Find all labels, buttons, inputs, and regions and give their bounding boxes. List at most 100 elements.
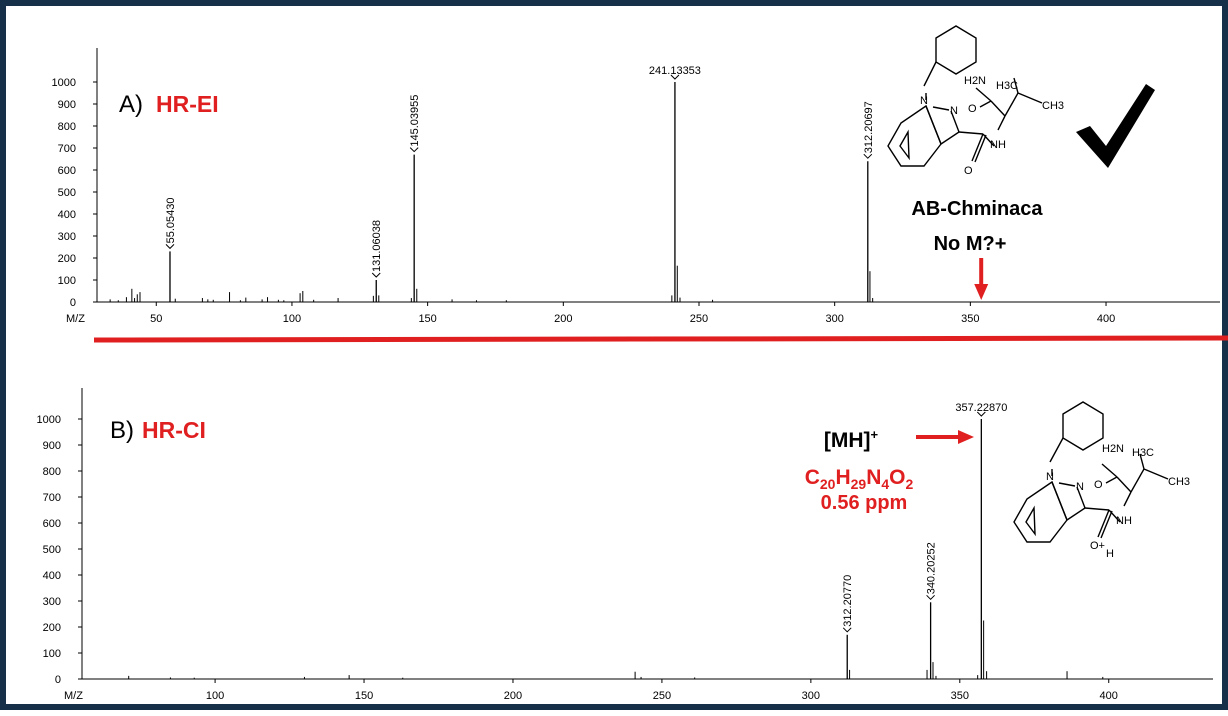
- panel-b-letter: B): [110, 417, 134, 444]
- struct-a-atom-ch3: CH3: [1042, 100, 1064, 112]
- x-tick-label: 350: [951, 690, 969, 702]
- struct-a-atom-o2: O: [964, 165, 973, 177]
- y-tick-label: 1000: [52, 77, 76, 89]
- struct-b-atom-nh: NH: [1116, 515, 1132, 527]
- formula-subscript: 29: [851, 476, 867, 492]
- formula-subscript: 20: [820, 476, 836, 492]
- peak-marker-icon: [976, 411, 986, 417]
- spectrum-a-peaks: 55.05430 131.06038 145.03955 241.13353 312.2…: [109, 65, 875, 302]
- mass-error: 0.56 ppm: [821, 492, 908, 514]
- arrow-head-icon: [974, 284, 989, 300]
- x-tick-label: 150: [355, 690, 373, 702]
- y-tick-label: 500: [43, 544, 61, 556]
- struct-a-atom-n1: N: [920, 95, 928, 107]
- x-tick-label: 350: [961, 313, 979, 325]
- checkmark-icon: [1076, 84, 1155, 168]
- y-tick-label: 200: [58, 253, 76, 265]
- spectrum-b: 0 100 200 300 400 500 600 700 800 900 1000 100 150 20…: [37, 388, 1213, 702]
- x-tick-label: 100: [283, 313, 301, 325]
- y-tick-label: 300: [43, 596, 61, 608]
- struct-b-atom-o1: O: [1094, 479, 1103, 491]
- struct-b-atom-n1: N: [1046, 471, 1054, 483]
- y-tick-label: 300: [58, 231, 76, 243]
- x-tick-label: 250: [690, 313, 708, 325]
- x-tick-label: 300: [802, 690, 820, 702]
- y-tick-label: 600: [58, 165, 76, 177]
- struct-a-atom-h2n: H2N: [964, 75, 986, 87]
- peak-marker-icon: [842, 627, 852, 633]
- peak-marker-icon: [165, 244, 175, 250]
- y-tick-label: 100: [43, 648, 61, 660]
- protonated-ab-chminaca-structure: [1013, 401, 1169, 543]
- y-tick-label: 900: [58, 99, 76, 111]
- mass-spectra-figure: 0 100 200 300 400 500 600 700 800 900 1000 50 100 150…: [37, 25, 1228, 702]
- x-tick-label: 200: [554, 313, 572, 325]
- spectrum-a-axes: 0 100 200 300 400 500 600 700 800 900 1000 50 100 150…: [52, 48, 1220, 325]
- protonated-structure-labels: N N H2N O H3C CH3 NH O+ H: [1046, 443, 1190, 560]
- peak-label: 357.22870: [955, 402, 1007, 414]
- panel-a-letter: A): [119, 91, 143, 118]
- y-tick-label: 700: [58, 143, 76, 155]
- y-tick-label: 800: [58, 121, 76, 133]
- y-tick-label: 1000: [37, 414, 61, 426]
- formula-element: O: [889, 466, 905, 489]
- y-tick-label: 0: [55, 674, 61, 686]
- peak-marker-icon: [409, 147, 419, 153]
- struct-b-atom-h2n: H2N: [1102, 443, 1124, 455]
- peak-label: 241.13353: [649, 65, 701, 77]
- formula-element: N: [866, 466, 881, 489]
- peak-marker-icon: [863, 153, 873, 159]
- ab-chminaca-structure: [887, 25, 1043, 167]
- peak-label: 340.20252: [926, 542, 938, 594]
- ion-label-charge: +: [871, 427, 879, 442]
- x-tick-label: 200: [504, 690, 522, 702]
- peak-label: 55.05430: [165, 198, 177, 244]
- spectrum-b-peaks: 312.20770 340.20252 357.22870: [128, 402, 1104, 679]
- ion-label-main: [MH]: [824, 429, 871, 452]
- y-tick-label: 200: [43, 622, 61, 634]
- no-molecular-ion-note: No M?+: [934, 233, 1007, 255]
- y-tick-label: 400: [58, 209, 76, 221]
- struct-a-atom-n2: N: [950, 105, 958, 117]
- protonated-ion-label: [MH]+: [824, 427, 879, 452]
- y-tick-label: 500: [58, 187, 76, 199]
- spectrum-b-axes: 0 100 200 300 400 500 600 700 800 900 1000 100 150 20…: [37, 388, 1213, 702]
- peak-label: 145.03955: [409, 95, 421, 147]
- y-tick-label: 900: [43, 440, 61, 452]
- y-tick-label: 400: [43, 570, 61, 582]
- x-tick-label: 400: [1097, 313, 1115, 325]
- struct-b-atom-ch3: CH3: [1168, 476, 1190, 488]
- x-tick-label: 100: [206, 690, 224, 702]
- compound-name: AB-Chminaca: [911, 198, 1043, 220]
- x-tick-label: 50: [150, 313, 162, 325]
- ab-chminaca-structure-labels: N N H2N O H3C CH3 NH O: [920, 75, 1064, 177]
- x-tick-label: 250: [653, 690, 671, 702]
- struct-b-atom-oplus: O+: [1090, 540, 1105, 552]
- formula-element: H: [835, 466, 850, 489]
- x-axis-label: M/Z: [64, 690, 83, 702]
- panel-a-title: HR-EI: [156, 91, 219, 117]
- x-tick-label: 150: [418, 313, 436, 325]
- spectrum-a: 0 100 200 300 400 500 600 700 800 900 1000 50 100 150…: [52, 25, 1220, 325]
- x-axis-label: M/Z: [66, 313, 85, 325]
- panel-b-title: HR-CI: [142, 417, 206, 443]
- x-tick-label: 400: [1100, 690, 1118, 702]
- peak-label: 312.20697: [863, 101, 875, 153]
- formula-element: C: [805, 466, 820, 489]
- formula-subscript: 2: [906, 476, 914, 492]
- y-tick-label: 600: [43, 518, 61, 530]
- peak-label: 131.06038: [371, 220, 383, 272]
- struct-a-atom-h3c: H3C: [996, 80, 1018, 92]
- formula-subscript: 4: [881, 476, 889, 492]
- peak-marker-icon: [371, 272, 381, 278]
- y-tick-label: 100: [58, 275, 76, 287]
- panel-divider: [93, 335, 1228, 343]
- protonated-ion-arrow: [916, 430, 974, 444]
- y-tick-label: 800: [43, 466, 61, 478]
- peak-label: 312.20770: [842, 575, 854, 627]
- struct-a-atom-nh: NH: [990, 139, 1006, 151]
- struct-b-atom-h3c: H3C: [1132, 447, 1154, 459]
- struct-a-atom-o1: O: [968, 103, 977, 115]
- y-tick-label: 700: [43, 492, 61, 504]
